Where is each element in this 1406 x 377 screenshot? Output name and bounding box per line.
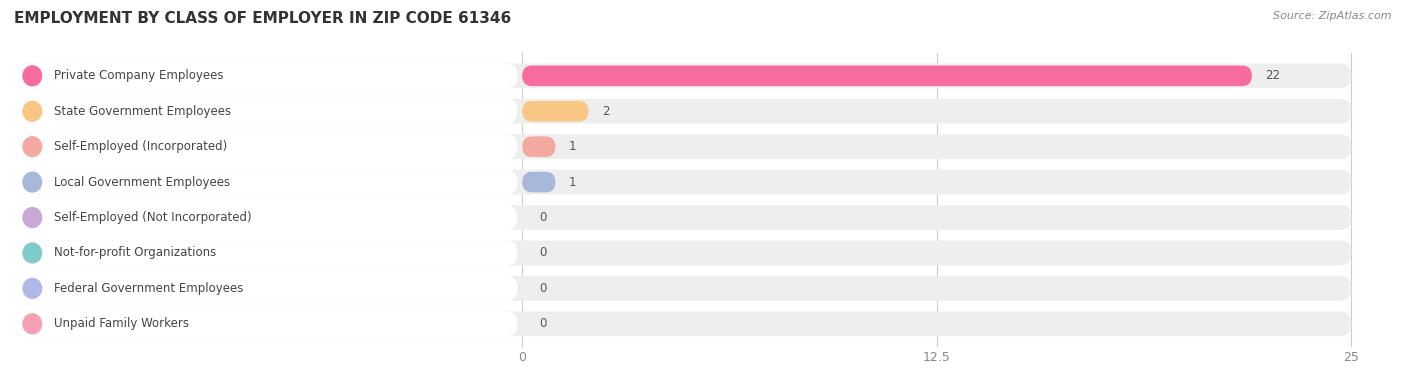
FancyBboxPatch shape [14, 134, 517, 159]
Circle shape [22, 208, 42, 227]
Text: State Government Employees: State Government Employees [53, 105, 231, 118]
FancyBboxPatch shape [14, 63, 517, 88]
Text: Federal Government Employees: Federal Government Employees [53, 282, 243, 295]
FancyBboxPatch shape [14, 311, 517, 336]
Text: Local Government Employees: Local Government Employees [53, 176, 231, 188]
Circle shape [22, 137, 42, 156]
FancyBboxPatch shape [522, 136, 555, 157]
FancyBboxPatch shape [14, 134, 1351, 159]
FancyBboxPatch shape [522, 172, 555, 192]
FancyBboxPatch shape [522, 66, 1251, 86]
FancyBboxPatch shape [14, 276, 517, 301]
Circle shape [22, 279, 42, 298]
FancyBboxPatch shape [14, 99, 517, 124]
Circle shape [22, 243, 42, 263]
FancyBboxPatch shape [14, 276, 1351, 301]
Circle shape [22, 172, 42, 192]
Text: Unpaid Family Workers: Unpaid Family Workers [53, 317, 188, 330]
FancyBboxPatch shape [14, 205, 1351, 230]
FancyBboxPatch shape [14, 170, 1351, 195]
Text: Private Company Employees: Private Company Employees [53, 69, 224, 82]
Text: Self-Employed (Incorporated): Self-Employed (Incorporated) [53, 140, 228, 153]
Circle shape [22, 66, 42, 86]
Text: Self-Employed (Not Incorporated): Self-Employed (Not Incorporated) [53, 211, 252, 224]
FancyBboxPatch shape [14, 241, 1351, 265]
FancyBboxPatch shape [14, 99, 1351, 124]
FancyBboxPatch shape [522, 101, 589, 121]
Text: Not-for-profit Organizations: Not-for-profit Organizations [53, 247, 217, 259]
Text: 0: 0 [538, 247, 546, 259]
Text: 22: 22 [1265, 69, 1279, 82]
Text: EMPLOYMENT BY CLASS OF EMPLOYER IN ZIP CODE 61346: EMPLOYMENT BY CLASS OF EMPLOYER IN ZIP C… [14, 11, 512, 26]
Text: 0: 0 [538, 211, 546, 224]
FancyBboxPatch shape [14, 241, 517, 265]
Text: 2: 2 [602, 105, 609, 118]
FancyBboxPatch shape [14, 63, 1351, 88]
Text: 1: 1 [568, 140, 576, 153]
Text: Source: ZipAtlas.com: Source: ZipAtlas.com [1274, 11, 1392, 21]
Circle shape [22, 314, 42, 334]
Circle shape [22, 101, 42, 121]
Text: 1: 1 [568, 176, 576, 188]
FancyBboxPatch shape [14, 205, 517, 230]
Text: 0: 0 [538, 317, 546, 330]
FancyBboxPatch shape [14, 170, 517, 195]
FancyBboxPatch shape [14, 311, 1351, 336]
Text: 0: 0 [538, 282, 546, 295]
